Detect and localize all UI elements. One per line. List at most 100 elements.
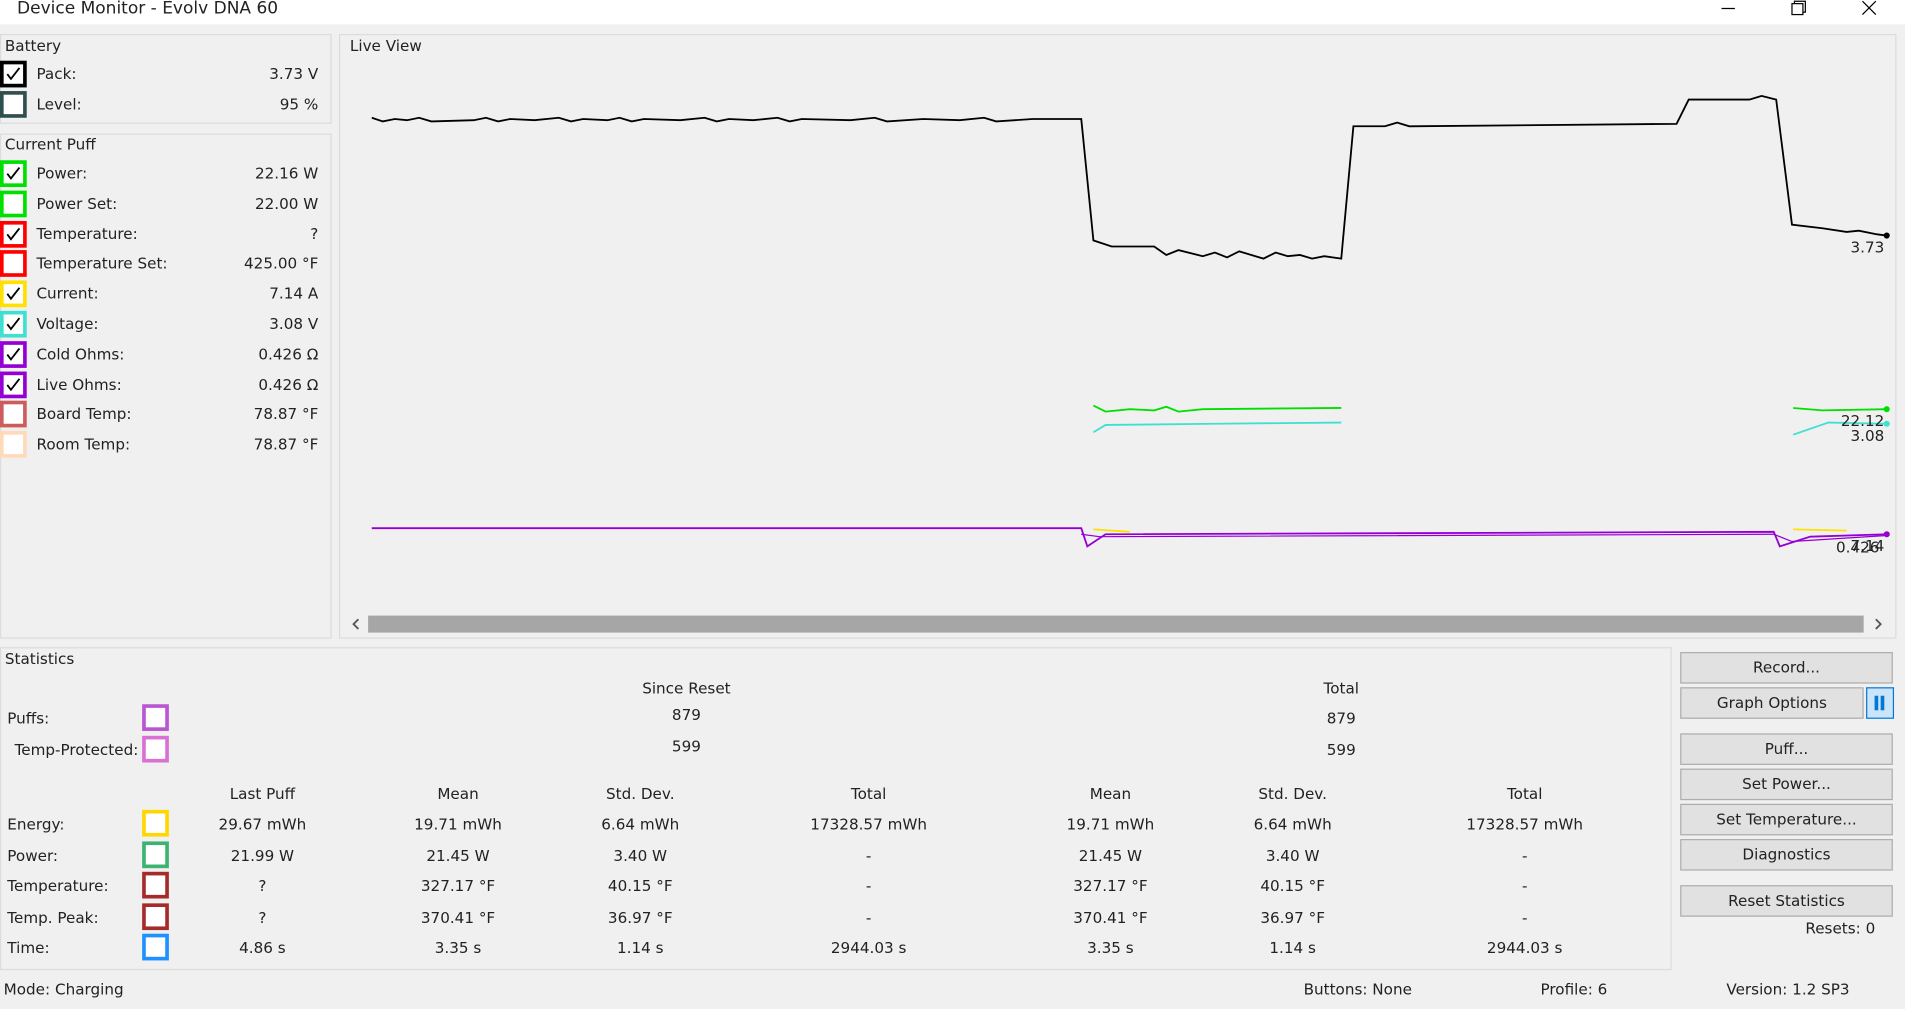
status-text: Version: 1.2 SP3 xyxy=(1726,979,1850,999)
cell: 599 xyxy=(1326,740,1356,759)
row-label: Energy: xyxy=(7,814,65,833)
cell: 327.17 °F xyxy=(1073,876,1148,895)
checkbox[interactable] xyxy=(142,840,169,868)
cell: 599 xyxy=(671,737,701,756)
statistics-panel xyxy=(0,647,1672,971)
checkbox[interactable] xyxy=(0,160,27,187)
cell: ? xyxy=(258,876,267,895)
button[interactable]: Set Power... xyxy=(1680,768,1893,801)
button[interactable]: Puff... xyxy=(1680,733,1893,765)
cell: 4.86 s xyxy=(239,938,286,957)
cell: 879 xyxy=(671,705,701,724)
column-header: Total xyxy=(1323,678,1359,697)
cell: 19.71 mWh xyxy=(414,814,502,833)
item-value: 3.73 V xyxy=(269,64,319,83)
column-header: Std. Dev. xyxy=(605,784,675,803)
cell: 2944.03 s xyxy=(830,938,907,957)
column-header: Last Puff xyxy=(229,784,296,803)
row-label: Puffs: xyxy=(7,709,50,728)
item-value: 3.08 V xyxy=(269,314,319,333)
item-label: Temperature: xyxy=(36,224,138,243)
row-label: Time: xyxy=(7,938,50,957)
item-value: 7.14 A xyxy=(269,284,319,303)
cell: 370.41 °F xyxy=(1073,907,1148,926)
checkbox[interactable] xyxy=(142,704,169,731)
checkbox[interactable] xyxy=(0,310,27,338)
window-controls[interactable] xyxy=(1701,0,1895,24)
checkbox[interactable] xyxy=(142,735,169,763)
item-label: Power Set: xyxy=(36,194,118,213)
status-text: Mode: Charging xyxy=(3,979,124,999)
group-label: Current Puff xyxy=(4,134,96,153)
column-header: Std. Dev. xyxy=(1258,784,1327,803)
checkbox[interactable] xyxy=(142,902,169,930)
cell: 36.97 °F xyxy=(607,907,673,926)
cell: 29.67 mWh xyxy=(218,814,307,833)
checkbox[interactable] xyxy=(0,190,27,218)
row-label: Temp-Protected: xyxy=(14,740,139,759)
item-value: 0.426 Ω xyxy=(258,374,319,393)
column-header: Total xyxy=(1506,784,1543,803)
checkbox[interactable] xyxy=(0,371,27,398)
item-value: 78.87 °F xyxy=(253,404,319,424)
checkbox[interactable] xyxy=(142,809,169,837)
cell: 1.14 s xyxy=(1269,938,1316,957)
checkbox[interactable] xyxy=(0,220,27,248)
button[interactable]: Diagnostics xyxy=(1680,839,1893,871)
end-label: 7.14 xyxy=(1850,536,1885,555)
column-header: Mean xyxy=(437,784,479,803)
pause-button[interactable] xyxy=(1866,687,1895,719)
item-value: ? xyxy=(310,224,319,243)
cell: ? xyxy=(258,907,267,926)
cell: - xyxy=(1521,876,1528,895)
status-text: Profile: 6 xyxy=(1540,979,1608,999)
cell: 3.35 s xyxy=(434,938,482,957)
cell: 6.64 mWh xyxy=(1253,814,1332,833)
checkbox[interactable] xyxy=(0,401,27,428)
item-label: Room Temp: xyxy=(36,434,131,454)
checkbox[interactable] xyxy=(0,90,27,118)
item-value: 425.00 °F xyxy=(244,254,319,273)
item-label: Temperature Set: xyxy=(36,254,168,273)
group-label: Battery xyxy=(4,36,62,55)
checkbox[interactable] xyxy=(142,933,169,961)
checkbox[interactable] xyxy=(0,250,27,278)
item-value: 95 % xyxy=(279,94,319,113)
group-label: Live View xyxy=(349,36,422,55)
cell: 1.14 s xyxy=(616,938,664,957)
cell: - xyxy=(865,907,872,926)
title-bar xyxy=(0,0,1905,25)
checkbox[interactable] xyxy=(0,280,27,308)
button[interactable]: Graph Options xyxy=(1680,687,1864,719)
item-value: 78.87 °F xyxy=(253,434,319,454)
cell: - xyxy=(1521,907,1528,926)
row-label: Power: xyxy=(7,845,59,864)
cell: - xyxy=(865,876,872,895)
cell: 17328.57 mWh xyxy=(810,814,928,833)
cell: 21.99 W xyxy=(230,845,295,864)
item-label: Current: xyxy=(36,284,99,303)
button[interactable]: Reset Statistics xyxy=(1680,885,1893,917)
checkbox[interactable] xyxy=(0,60,27,88)
item-value: 22.16 W xyxy=(254,163,319,183)
window-title: Device Monitor - Evolv DNA 60 xyxy=(17,0,279,19)
item-value: 22.00 W xyxy=(254,194,319,213)
row-label: Temperature: xyxy=(7,876,109,895)
cell: 879 xyxy=(1326,709,1356,728)
status-text: Buttons: None xyxy=(1303,979,1412,999)
checkbox[interactable] xyxy=(0,340,27,368)
item-label: Voltage: xyxy=(36,314,99,333)
item-label: Live Ohms: xyxy=(36,374,122,393)
button[interactable]: Set Temperature... xyxy=(1680,803,1893,836)
item-value: 0.426 Ω xyxy=(258,344,319,363)
column-header: Total xyxy=(850,784,887,803)
live-view-panel xyxy=(338,33,1897,639)
cell: 327.17 °F xyxy=(420,876,496,895)
end-label: 3.08 xyxy=(1850,426,1885,445)
checkbox[interactable] xyxy=(0,431,27,458)
end-label: 0.426 xyxy=(1835,537,1880,557)
button[interactable]: Record... xyxy=(1680,652,1893,684)
checkbox[interactable] xyxy=(142,871,169,899)
end-label: 3.73 xyxy=(1850,237,1885,257)
